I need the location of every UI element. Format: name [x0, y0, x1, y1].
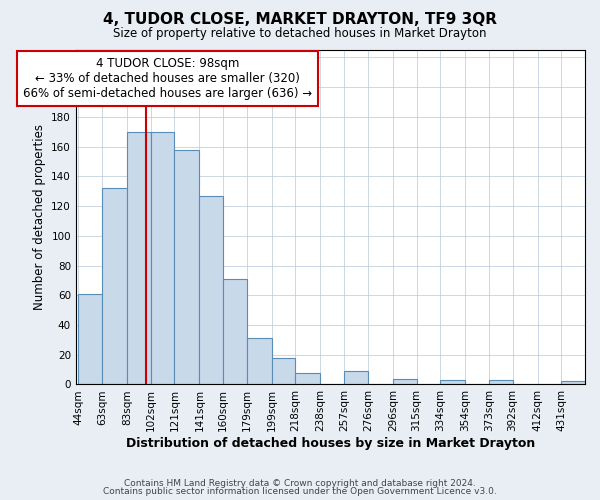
- Bar: [393, 378, 416, 384]
- Y-axis label: Number of detached properties: Number of detached properties: [32, 124, 46, 310]
- Text: Contains public sector information licensed under the Open Government Licence v3: Contains public sector information licen…: [103, 487, 497, 496]
- Bar: [102, 188, 127, 384]
- Text: 4 TUDOR CLOSE: 98sqm
← 33% of detached houses are smaller (320)
66% of semi-deta: 4 TUDOR CLOSE: 98sqm ← 33% of detached h…: [23, 56, 312, 100]
- Text: 4, TUDOR CLOSE, MARKET DRAYTON, TF9 3QR: 4, TUDOR CLOSE, MARKET DRAYTON, TF9 3QR: [103, 12, 497, 28]
- Bar: [175, 150, 199, 384]
- Bar: [561, 382, 585, 384]
- Bar: [223, 279, 247, 384]
- Bar: [127, 132, 151, 384]
- X-axis label: Distribution of detached houses by size in Market Drayton: Distribution of detached houses by size …: [126, 437, 535, 450]
- Text: Contains HM Land Registry data © Crown copyright and database right 2024.: Contains HM Land Registry data © Crown c…: [124, 478, 476, 488]
- Bar: [344, 371, 368, 384]
- Bar: [440, 380, 465, 384]
- Bar: [79, 294, 102, 384]
- Bar: [151, 132, 175, 384]
- Bar: [489, 380, 512, 384]
- Bar: [247, 338, 272, 384]
- Bar: [199, 196, 223, 384]
- Text: Size of property relative to detached houses in Market Drayton: Size of property relative to detached ho…: [113, 28, 487, 40]
- Bar: [295, 372, 320, 384]
- Bar: [272, 358, 295, 384]
